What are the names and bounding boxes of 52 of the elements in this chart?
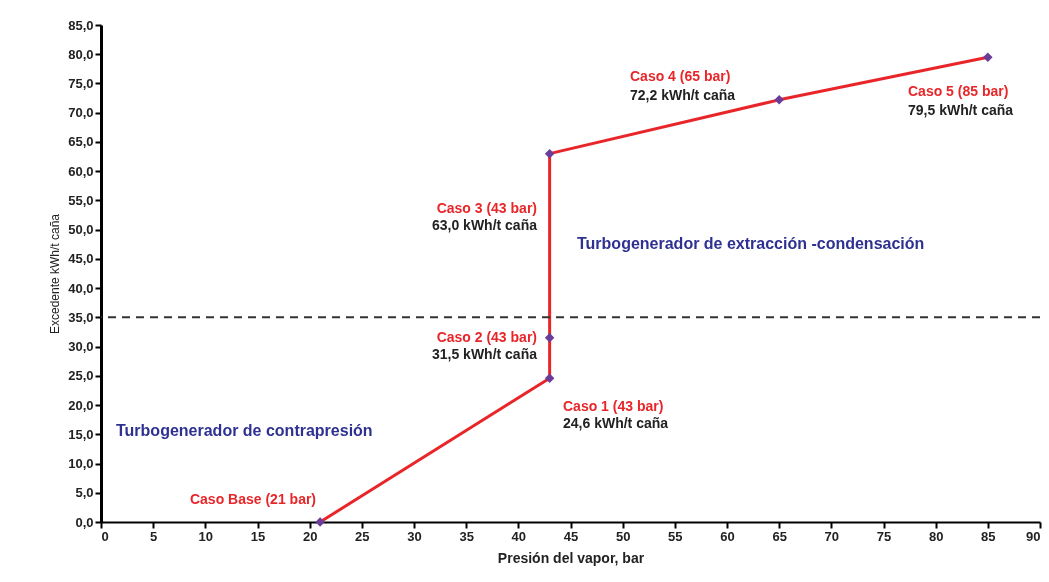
x-tick-label: 25 [355, 528, 370, 544]
annotation: Caso 1 (43 bar) [563, 398, 664, 414]
y-tick-label: 45,0 [68, 251, 94, 267]
y-tick-label: 80,0 [68, 46, 94, 62]
x-tick-label: 75 [876, 528, 892, 544]
x-tick-label: 55 [668, 528, 683, 544]
y-tick-label: 35,0 [68, 309, 94, 325]
x-tick-label: 70 [824, 528, 840, 544]
x-tick-label: 10 [198, 528, 214, 544]
annotation: Caso 2 (43 bar) [436, 329, 537, 345]
annotation: Caso 4 (65 bar) [630, 68, 731, 84]
y-tick-label: 75,0 [68, 75, 94, 91]
y-tick-label: 70,0 [68, 105, 94, 121]
x-axis-title: Presión del vapor, bar [497, 549, 645, 566]
y-tick-label: 10,0 [68, 456, 94, 472]
annotation: 72,2 kWh/t caña [630, 87, 736, 103]
x-tick-label: 90 [1026, 528, 1041, 544]
y-tick-label: 25,0 [68, 368, 94, 384]
annotation: 24,6 kWh/t caña [563, 415, 669, 431]
x-tick-label: 45 [563, 528, 579, 544]
y-tick-label: 65,0 [68, 134, 94, 150]
y-tick-label: 55,0 [68, 192, 94, 208]
x-tick-label: 40 [511, 528, 527, 544]
y-tick-label: 40,0 [68, 280, 94, 296]
y-tick-label: 15,0 [68, 426, 94, 442]
annotation: Caso 3 (43 bar) [436, 200, 537, 216]
annotation: 63,0 kWh/t caña [431, 217, 538, 233]
x-tick-label: 30 [407, 528, 422, 544]
x-tick-label: 20 [302, 528, 318, 544]
x-tick-label: 35 [459, 528, 474, 544]
annotation: Caso Base (21 bar) [189, 491, 317, 507]
x-tick-label: 5 [150, 528, 158, 544]
x-tick-label: 15 [250, 528, 266, 544]
x-tick-label: 80 [928, 528, 944, 544]
y-tick-label: 30,0 [68, 339, 94, 355]
annotation: Turbogenerador de contrapresión [116, 422, 373, 439]
annotation: Caso 5 (85 bar) [908, 83, 1009, 99]
y-tick-label: 5,0 [75, 485, 94, 501]
y-tick-label: 20,0 [68, 397, 94, 413]
x-tick-label: 60 [720, 528, 735, 544]
y-tick-label: 85,0 [68, 17, 94, 33]
annotation: 31,5 kWh/t caña [431, 346, 538, 362]
annotation: Turbogenerador de extracción -condensación [577, 235, 925, 252]
y-tick-label: 60,0 [68, 163, 94, 179]
y-tick-label: 50,0 [68, 222, 94, 238]
x-tick-label: 0 [101, 528, 109, 544]
y-tick-label: 0,0 [75, 514, 94, 530]
x-tick-label: 50 [615, 528, 631, 544]
y-axis-title: Excedente kWh/t caña [48, 213, 63, 335]
annotation: 79,5 kWh/t caña [908, 102, 1014, 118]
x-tick-label: 85 [981, 528, 996, 544]
x-tick-label: 65 [772, 528, 787, 544]
